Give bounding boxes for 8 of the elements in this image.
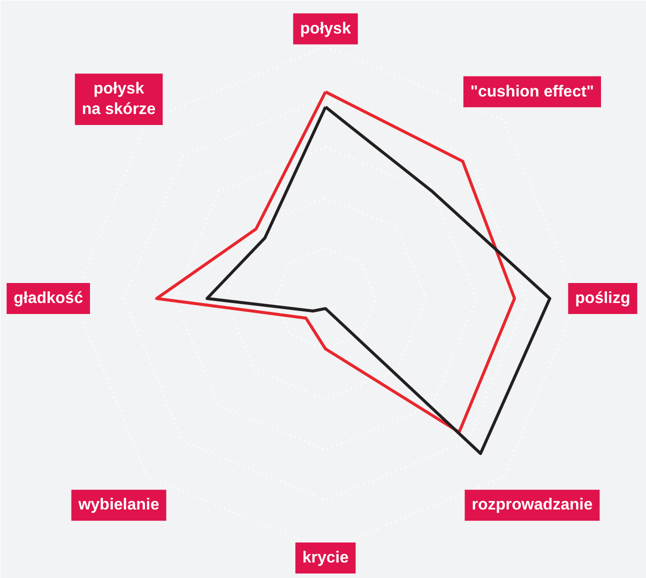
spoke-label: rozprowadzanie <box>472 496 593 514</box>
spoke-label: gładkość <box>14 290 84 307</box>
spoke-label: połysk na skórze <box>82 80 156 118</box>
spoke-label: wybielanie <box>77 496 160 514</box>
spoke-label: połysk <box>300 20 351 38</box>
spoke-label: "cushion effect" <box>470 83 594 100</box>
spoke-label: krycie <box>302 550 349 567</box>
spoke-label: poślizg <box>575 290 630 307</box>
